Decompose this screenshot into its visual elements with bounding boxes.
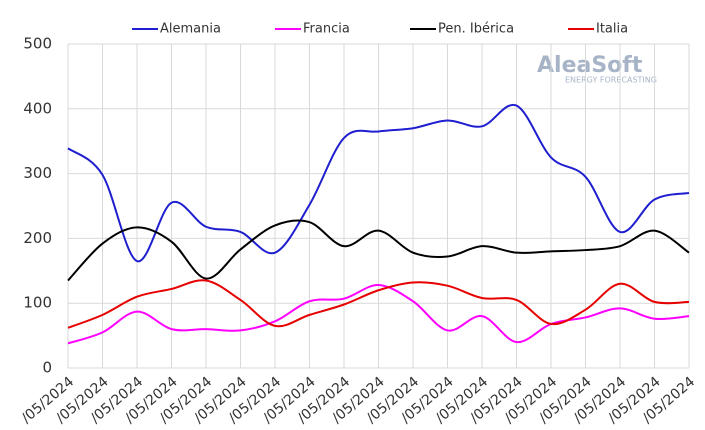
- series-line: [67, 103, 690, 263]
- legend-label: Francia: [303, 22, 350, 37]
- watermark-name: AleaSoft: [537, 53, 643, 78]
- legend-label: Pen. Ibérica: [438, 22, 514, 37]
- y-tick-label: 400: [23, 99, 52, 117]
- y-tick-label: 0: [42, 359, 52, 377]
- legend-label: Italia: [596, 22, 628, 37]
- legend-label: Alemania: [160, 22, 221, 37]
- series-line: [67, 279, 690, 329]
- series-line: [67, 284, 690, 345]
- y-tick-label: 500: [23, 35, 52, 53]
- y-tick-label: 300: [23, 164, 52, 182]
- y-tick-label: 200: [23, 229, 52, 247]
- watermark-tagline: ENERGY FORECASTING: [565, 76, 657, 85]
- series-line: [67, 219, 690, 282]
- y-tick-label: 100: [23, 294, 52, 312]
